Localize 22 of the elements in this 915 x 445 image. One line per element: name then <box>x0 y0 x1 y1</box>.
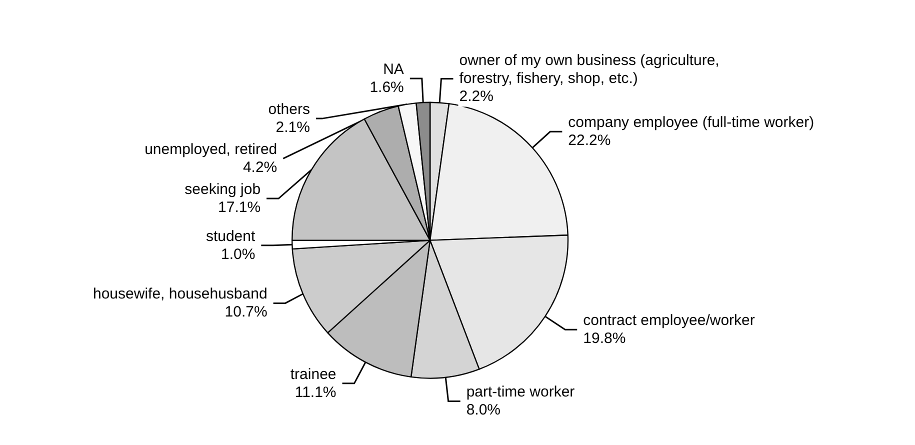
data-label: 1.0% <box>220 246 256 263</box>
data-label: 2.2% <box>459 88 494 106</box>
data-label: 19.8% <box>583 330 626 348</box>
slice-label: contract employee/worker <box>583 312 755 330</box>
slice-label: trainee <box>290 366 336 383</box>
slice-label: seeking job <box>184 181 261 198</box>
data-label: 4.2% <box>242 159 278 176</box>
slice-label: housewife, househusband <box>93 286 268 303</box>
data-label: 2.1% <box>276 119 310 136</box>
data-label: 1.6% <box>370 79 404 96</box>
data-label: 11.1% <box>294 384 336 401</box>
data-label: 22.2% <box>568 132 611 150</box>
data-label: 17.1% <box>218 199 261 216</box>
slice-label: owner of my own business (agriculture, forestry, fishery, shop, etc.) <box>459 52 724 88</box>
slice-label: part-time worker <box>466 384 575 401</box>
slice-label: student <box>206 228 256 245</box>
slice-label: unemployed, retired <box>144 141 278 158</box>
data-label: 8.0% <box>466 402 501 419</box>
slice-label: others <box>268 101 310 118</box>
slice-label: NA <box>383 61 404 78</box>
data-label: 10.7% <box>224 304 268 321</box>
slice-label: company employee (full-time worker) <box>568 114 814 132</box>
